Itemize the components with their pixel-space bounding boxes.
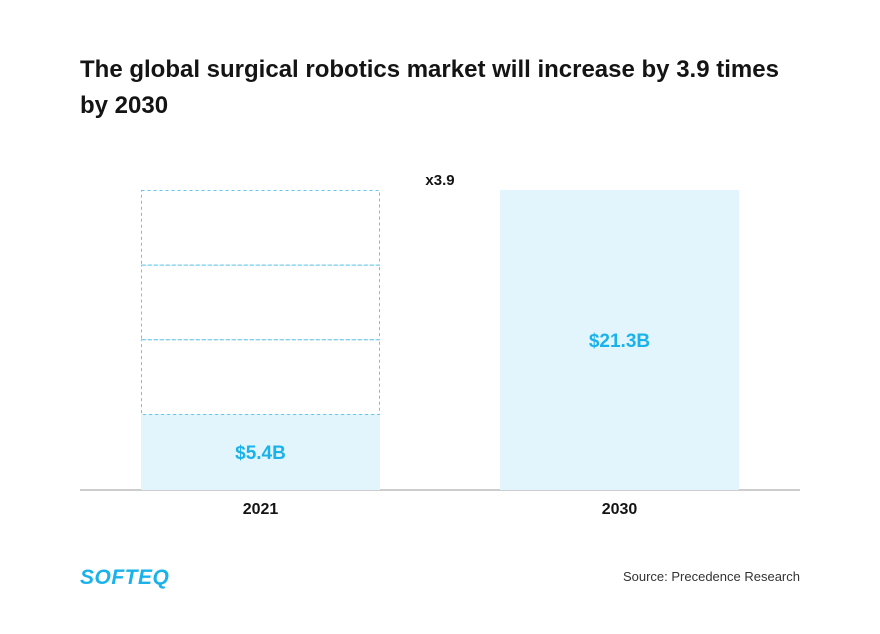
multiplier-label: x3.9	[425, 172, 454, 189]
softeq-logo: SOFTEQ	[80, 564, 176, 595]
x-tick-label-2021: 2021	[243, 501, 279, 518]
projection-dashed-box	[141, 339, 380, 415]
x-tick-label-2030: 2030	[602, 501, 638, 518]
bar-2021	[141, 413, 380, 490]
data-label-2021: $5.4B	[235, 443, 286, 464]
source-note: Source: Precedence Research	[622, 569, 800, 584]
logo-text: SOFTEQ	[80, 566, 169, 589]
chart-title: The global surgical robotics market will…	[80, 56, 779, 119]
data-label-2030: $21.3B	[589, 331, 650, 352]
projection-dashed-box	[141, 264, 380, 341]
projection-dashed-box	[141, 190, 380, 266]
bar-2030	[500, 190, 739, 490]
